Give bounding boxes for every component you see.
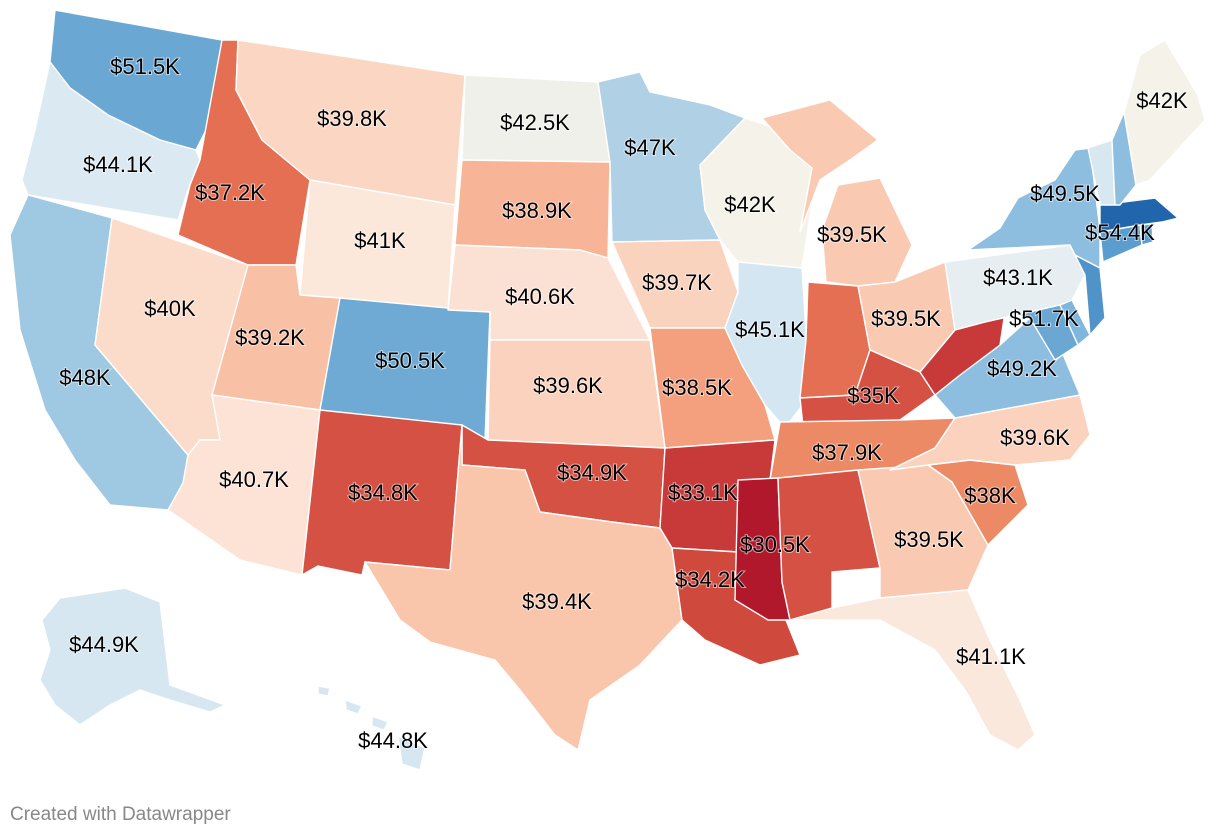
state-label-mn: $47K [624,135,676,160]
state-label-il: $45.1K [735,317,805,342]
state-label-ga: $39.5K [894,527,964,552]
state-label-ut: $39.2K [235,325,305,350]
state-label-ny: $49.5K [1030,181,1100,206]
state-label-pa: $43.1K [983,265,1053,290]
state-label-hi: $44.8K [358,728,428,753]
state-label-ne: $40.6K [505,284,575,309]
state-label-ia: $39.7K [642,270,712,295]
state-label-wa: $51.5K [110,54,180,79]
state-label-oh: $39.5K [871,306,941,331]
state-label-mi: $39.5K [817,222,887,247]
state-label-la: $34.2K [675,567,745,592]
state-label-tn: $37.9K [812,440,882,465]
state-label-ak: $44.9K [69,632,139,657]
state-label-ar: $33.1K [668,480,738,505]
state-fl[interactable] [789,589,1036,751]
state-label-fl: $41.1K [956,644,1026,669]
state-label-ca: $48K [59,365,111,390]
state-label-nc: $39.6K [1000,425,1070,450]
state-label-wy: $41K [354,228,406,253]
state-il[interactable] [724,261,811,429]
state-tx[interactable] [364,424,683,751]
state-label-nv: $40K [144,296,196,321]
state-label-ma: $54.4K [1085,220,1155,245]
state-nc[interactable] [889,394,1091,471]
state-label-nd: $42.5K [500,110,570,135]
state-label-ok: $34.9K [557,460,627,485]
state-hi[interactable] [317,685,426,771]
state-label-mo: $38.5K [662,375,732,400]
state-label-nm: $34.8K [348,480,418,505]
state-label-id: $37.2K [195,180,265,205]
state-label-ky: $35K [847,383,899,408]
us-choropleth-map: $51.5K $44.1K $48K $37.2K $40K $39.8K $41K $39.… [9,9,1206,771]
state-ak[interactable] [39,587,226,726]
datawrapper-credit: Created with Datawrapper [10,804,231,825]
state-label-md: $51.7K [1009,306,1079,331]
state-label-sd: $38.9K [502,198,572,223]
state-label-tx: $39.4K [522,589,592,614]
state-label-mt: $39.8K [317,106,387,131]
state-ma[interactable] [1099,197,1179,233]
state-me[interactable] [1123,39,1206,186]
state-label-me: $42K [1136,88,1188,113]
state-label-co: $50.5K [375,348,445,373]
state-label-ms: $30.5K [740,532,810,557]
state-label-va: $49.2K [987,356,1057,381]
state-label-az: $40.7K [219,467,289,492]
state-nh[interactable] [1111,111,1137,206]
state-label-sc: $38K [964,483,1016,508]
state-label-wi: $42K [724,192,776,217]
state-label-or: $44.1K [83,152,153,177]
state-label-ks: $39.6K [533,373,603,398]
